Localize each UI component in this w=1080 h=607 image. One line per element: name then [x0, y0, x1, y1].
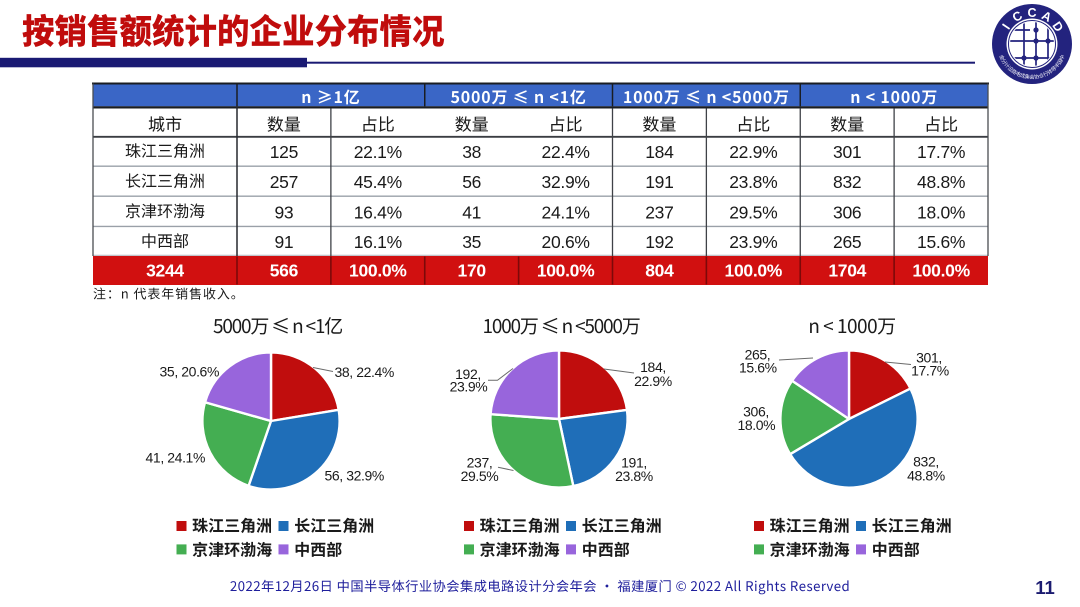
svg-text:306,: 306, — [743, 404, 769, 420]
svg-text:125: 125 — [270, 142, 298, 162]
svg-text:192: 192 — [645, 232, 673, 252]
svg-text:301: 301 — [833, 142, 861, 162]
svg-text:237,: 237, — [467, 455, 493, 471]
svg-text:15.6%: 15.6% — [917, 232, 965, 252]
svg-text:265,: 265, — [745, 347, 771, 363]
svg-text:45.4%: 45.4% — [354, 172, 402, 192]
svg-text:32.9%: 32.9% — [542, 172, 590, 192]
svg-text:184: 184 — [645, 142, 674, 162]
svg-text:22.9%: 22.9% — [634, 373, 672, 389]
svg-text:15.6%: 15.6% — [739, 360, 777, 376]
svg-text:191,: 191, — [621, 455, 647, 471]
svg-text:804: 804 — [645, 261, 674, 281]
svg-text:I: I — [1000, 21, 1014, 32]
svg-text:48.8%: 48.8% — [907, 467, 945, 483]
svg-text:38: 38 — [462, 142, 481, 162]
svg-text:41, 24.1%: 41, 24.1% — [146, 450, 205, 466]
svg-text:23.8%: 23.8% — [729, 172, 777, 192]
svg-text:48.8%: 48.8% — [917, 172, 965, 192]
svg-text:18.0%: 18.0% — [737, 417, 775, 433]
svg-text:93: 93 — [274, 202, 293, 222]
svg-text:38, 22.4%: 38, 22.4% — [335, 364, 394, 380]
svg-text:100.0%: 100.0% — [537, 261, 595, 281]
svg-text:237: 237 — [645, 202, 673, 222]
svg-text:265: 265 — [833, 232, 861, 252]
svg-text:23.9%: 23.9% — [450, 379, 488, 395]
svg-text:100.0%: 100.0% — [725, 261, 783, 281]
svg-text:56, 32.9%: 56, 32.9% — [325, 468, 384, 484]
svg-text:35, 20.6%: 35, 20.6% — [160, 364, 219, 380]
svg-text:832: 832 — [833, 172, 861, 192]
svg-text:56: 56 — [462, 172, 481, 192]
svg-text:22.9%: 22.9% — [729, 142, 777, 162]
svg-text:100.0%: 100.0% — [912, 261, 970, 281]
svg-text:832,: 832, — [913, 454, 939, 470]
svg-text:301,: 301, — [916, 350, 942, 366]
svg-text:23.9%: 23.9% — [729, 232, 777, 252]
svg-text:17.7%: 17.7% — [911, 363, 949, 379]
svg-text:100.0%: 100.0% — [349, 261, 407, 281]
svg-text:23.8%: 23.8% — [615, 468, 653, 484]
svg-text:17.7%: 17.7% — [917, 142, 965, 162]
svg-text:191: 191 — [645, 172, 673, 192]
svg-text:306: 306 — [833, 202, 861, 222]
svg-text:22.1%: 22.1% — [354, 142, 402, 162]
svg-text:22.4%: 22.4% — [542, 142, 590, 162]
svg-text:3244: 3244 — [146, 261, 184, 281]
svg-text:16.1%: 16.1% — [354, 232, 402, 252]
svg-text:1704: 1704 — [828, 261, 866, 281]
svg-text:192,: 192, — [455, 366, 481, 382]
svg-text:18.0%: 18.0% — [917, 202, 965, 222]
svg-text:91: 91 — [274, 232, 293, 252]
svg-text:24.1%: 24.1% — [542, 202, 590, 222]
svg-text:11: 11 — [1035, 577, 1055, 598]
svg-text:35: 35 — [462, 232, 481, 252]
svg-text:C: C — [1027, 6, 1036, 20]
svg-text:257: 257 — [270, 172, 298, 192]
svg-text:29.5%: 29.5% — [461, 468, 499, 484]
svg-text:16.4%: 16.4% — [354, 202, 402, 222]
svg-text:29.5%: 29.5% — [729, 202, 777, 222]
svg-text:170: 170 — [458, 261, 487, 281]
svg-text:20.6%: 20.6% — [542, 232, 590, 252]
svg-text:566: 566 — [270, 261, 299, 281]
svg-text:41: 41 — [462, 202, 481, 222]
svg-text:184,: 184, — [640, 359, 666, 375]
